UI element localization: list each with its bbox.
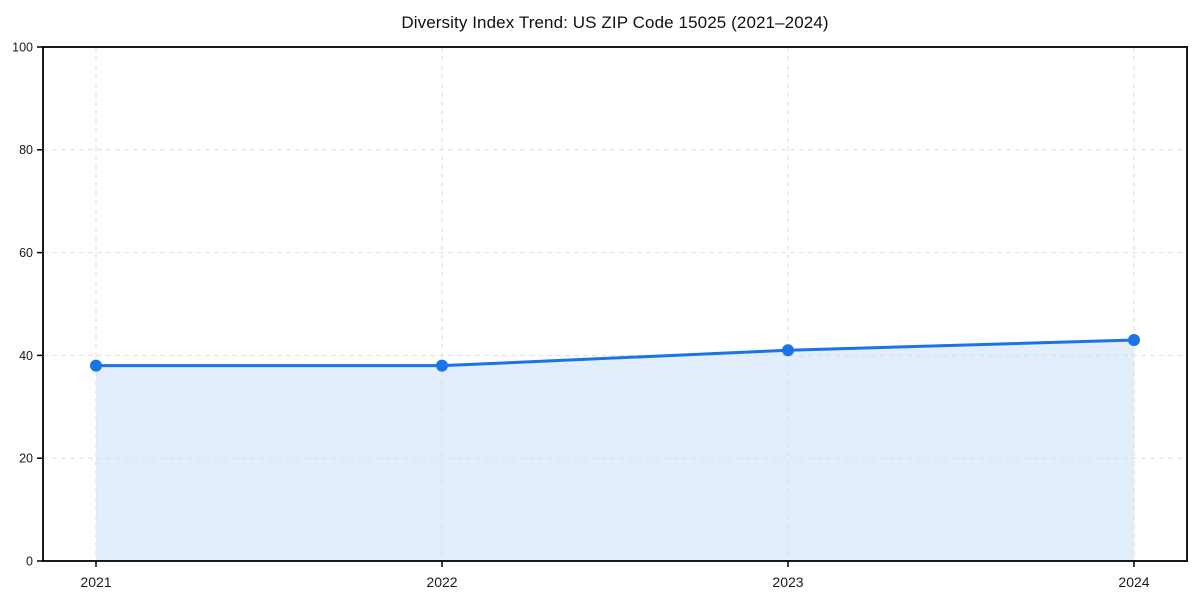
trend-line xyxy=(94,338,1136,368)
x-tick-label-2022: 2022 xyxy=(426,574,457,590)
x-tick-label-2021: 2021 xyxy=(80,574,111,590)
y-tick-label-20: 20 xyxy=(19,452,33,466)
y-tick-label-0: 0 xyxy=(26,554,33,568)
chart-title: Diversity Index Trend: US ZIP Code 15025… xyxy=(401,13,829,32)
data-point-marker-2024 xyxy=(1128,333,1140,346)
y-tick-label-40: 40 xyxy=(19,349,33,363)
data-point-marker-2023 xyxy=(782,344,794,357)
y-tick-label-80: 80 xyxy=(19,143,33,157)
area-fill xyxy=(96,339,1134,561)
plot-border xyxy=(42,46,1188,562)
x-tick-label-2024: 2024 xyxy=(1118,574,1149,590)
y-tick-label-60: 60 xyxy=(19,246,33,260)
y-tick-label-100: 100 xyxy=(12,40,33,54)
x-tick-label-2023: 2023 xyxy=(772,574,803,590)
data-point-marker-2022 xyxy=(436,359,448,372)
data-point-marker-2021 xyxy=(90,359,102,372)
